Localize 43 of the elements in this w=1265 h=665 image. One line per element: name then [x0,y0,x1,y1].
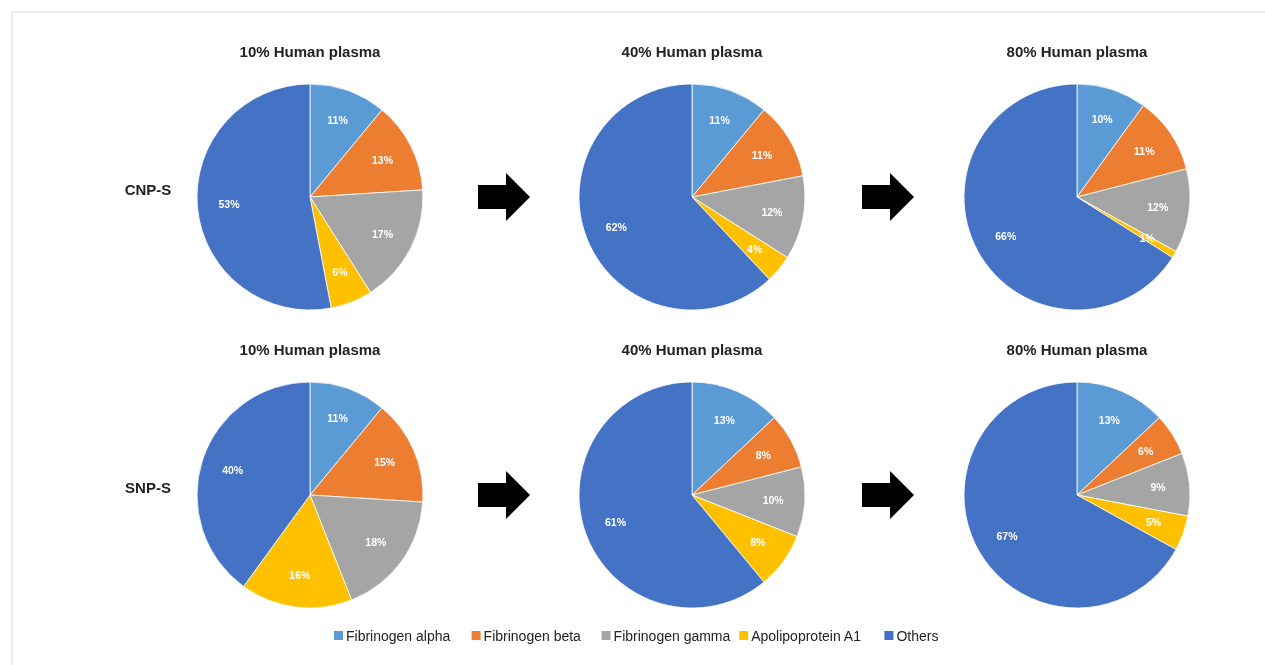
legend-label: Fibrinogen beta [483,627,582,644]
data-label: 15% [374,456,396,469]
data-label: 4% [747,242,763,255]
data-label: 5% [1145,516,1162,529]
data-label: 40% [222,463,244,476]
data-label: 11% [327,412,349,425]
data-label: 13% [371,153,394,166]
data-label: 18% [365,536,387,549]
data-label: 1% [1139,232,1156,245]
data-label: 53% [218,198,241,211]
data-label: 11% [751,149,773,162]
data-label: 12% [761,205,784,218]
legend-label: Apolipoprotein A1 [751,627,862,644]
data-label: 6% [332,266,349,279]
text: CNP-S [124,181,172,198]
data-label: 8% [750,536,767,549]
chart-title: 40% Human plasma [621,341,764,358]
data-label: 62% [605,220,628,233]
chart-title: 80% Human plasma [1006,341,1149,358]
legend-label: Fibrinogen alpha [346,627,451,644]
chart-title: 10% Human plasma [239,341,382,358]
data-label: 16% [289,569,311,582]
legend-label: Others [896,627,939,644]
data-label: 11% [709,114,731,127]
text: SNP-S [125,479,171,496]
data-label: 8% [755,449,772,462]
data-label: 12% [1147,200,1169,213]
chart-title: 10% Human plasma [239,43,382,60]
chart-title: 80% Human plasma [1006,43,1149,60]
data-label: 11% [1134,144,1156,157]
data-label: 13% [1098,414,1121,427]
data-label: 6% [1138,445,1154,458]
chart-title: 40% Human plasma [621,43,764,60]
data-label: 9% [1150,481,1167,494]
data-label: 66% [995,229,1017,242]
data-label: 13% [713,414,736,427]
data-label: 61% [604,516,627,529]
data-label: 10% [762,493,785,506]
data-label: 11% [327,114,349,127]
data-label: 67% [996,530,1019,543]
legend-label: Fibrinogen gamma [613,627,731,644]
data-label: 17% [371,227,394,240]
data-label: 10% [1091,113,1114,126]
